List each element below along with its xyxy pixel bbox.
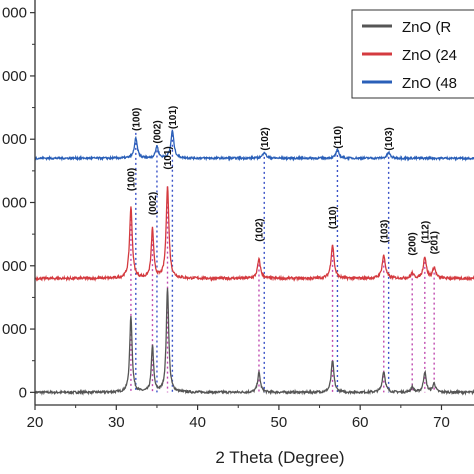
legend-label-2: ZnO (48 — [402, 75, 457, 92]
x-tick-label: 40 — [189, 414, 206, 431]
series-line-0 — [34, 288, 474, 396]
peak-label: (103) — [379, 220, 390, 243]
x-tick-label: 50 — [271, 414, 288, 431]
peak-label: (110) — [333, 126, 344, 149]
x-axis-title: 2 Theta (Degree) — [215, 448, 344, 467]
x-tick-label: 70 — [433, 414, 450, 431]
y-tick-label: 0 — [19, 384, 27, 401]
legend-label-1: ZnO (24 — [402, 47, 457, 64]
peak-label: (101) — [163, 146, 174, 169]
x-tick-label: 60 — [352, 414, 369, 431]
y-tick-label: 000 — [2, 195, 27, 212]
peak-label: (102) — [260, 127, 271, 150]
legend-label-0: ZnO (R — [402, 19, 451, 36]
peak-labels: (100)(002)(101)(102) (110) (103)(100)(002)… — [126, 106, 440, 256]
y-tick-label: 000 — [2, 131, 27, 148]
series-line-2 — [34, 129, 474, 162]
x-tick-label: 30 — [108, 414, 125, 431]
series-line-1 — [34, 186, 474, 283]
plot-area — [34, 129, 474, 396]
peak-label: (100) — [131, 108, 142, 131]
x-tick-label: 20 — [27, 414, 44, 431]
peak-label: (103) — [384, 127, 395, 150]
peak-label: (002) — [152, 120, 163, 143]
peak-label: (101) — [168, 106, 179, 129]
y-tick-label: 000 — [2, 258, 27, 275]
peak-label: (200) — [408, 232, 419, 255]
peak-label: (002) — [148, 192, 159, 215]
peak-label: (110) — [328, 206, 339, 229]
peak-label: (100) — [126, 168, 137, 191]
y-tick-label: 000 — [2, 68, 27, 85]
peak-label: (102) — [254, 218, 265, 241]
y-tick-label: 000 — [2, 321, 27, 338]
peak-label: (201) — [430, 231, 441, 254]
y-tick-label: 000 — [2, 5, 27, 22]
peak-label: (112) — [420, 221, 431, 244]
legend: ZnO (R ZnO (24 ZnO (48 — [351, 9, 474, 99]
